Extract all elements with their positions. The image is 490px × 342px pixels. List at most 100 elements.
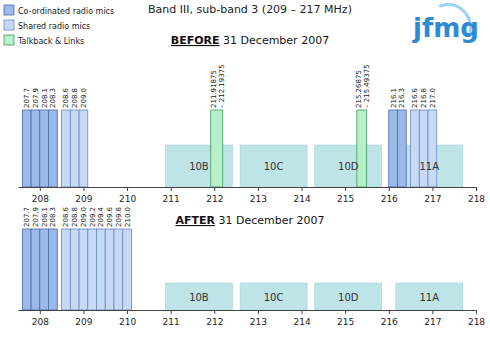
tick-mark: [214, 310, 215, 314]
mic-label: 216.6: [411, 87, 419, 108]
tick: 208: [32, 187, 49, 204]
mic-bar: [40, 110, 49, 187]
mic-bar: [397, 110, 406, 187]
tick: 216: [381, 187, 398, 204]
legend-label: Co-ordinated radio mics: [18, 7, 114, 16]
tick-label: 211: [163, 194, 180, 204]
mic-bar: [79, 110, 88, 187]
mic-bar: [105, 229, 114, 310]
labels: 10B10C10D11A207.7207.9208.1208.3216.1216…: [23, 64, 439, 172]
channel-block: [396, 283, 463, 310]
mic-bar: [31, 110, 40, 187]
tick-label: 215: [337, 194, 354, 204]
tick-mark: [127, 187, 128, 191]
tick: 215: [337, 310, 354, 327]
panel: AFTER 31 December 200710B10C10D11A207.72…: [19, 206, 486, 327]
tick-mark: [432, 310, 433, 314]
tick-label: 217: [424, 194, 441, 204]
mic-bar: [428, 110, 437, 187]
tick: 213: [250, 187, 267, 204]
mic-bar: [114, 229, 123, 310]
tick-label: 216: [381, 317, 398, 327]
channel-label: 11A: [419, 292, 439, 303]
chart-root: Band III, sub-band 3 (209 – 217 MHz) jfmg…: [0, 0, 490, 342]
tick-mark: [40, 187, 41, 191]
mic-label: 208.6: [62, 206, 70, 227]
mic-bar: [88, 229, 97, 310]
tick-mark: [389, 187, 390, 191]
tick-label: 215: [337, 317, 354, 327]
legend-label: Shared radio mics: [18, 22, 90, 31]
mic-bar: [49, 110, 58, 187]
mic-label: 217.0: [429, 88, 437, 108]
tick-label: 216: [381, 194, 398, 204]
mic-bar: [97, 229, 106, 310]
tick: 214: [293, 310, 310, 327]
tick-mark: [476, 310, 477, 314]
tick-mark: [389, 310, 390, 314]
tick-label: 212: [206, 317, 223, 327]
tick: 208: [32, 310, 49, 327]
mic-bar: [31, 229, 40, 310]
tick: 216: [381, 310, 398, 327]
tick-label: 213: [250, 194, 267, 204]
tick-label: 209: [75, 317, 92, 327]
tick-mark: [127, 310, 128, 314]
channel-block: [240, 145, 307, 187]
mic-label: 209.8: [115, 207, 123, 227]
mic-label: 216.3: [398, 88, 406, 108]
tick-mark: [476, 187, 477, 191]
tick: 210: [119, 310, 136, 327]
tick: 212: [206, 310, 223, 327]
legend-label: Talkback & Links: [17, 37, 84, 46]
tick: 210: [119, 187, 136, 204]
tick-label: 218: [468, 194, 485, 204]
tick-label: 210: [119, 317, 136, 327]
tick: 218: [468, 310, 485, 327]
channel-label: 10B: [189, 292, 209, 303]
mic-bar: [22, 110, 31, 187]
tick-mark: [83, 187, 84, 191]
channel-label: 11A: [419, 161, 439, 172]
mic-label: 209.6: [106, 206, 114, 227]
channel-label: 10C: [264, 292, 284, 303]
mic-label: 209.0: [80, 88, 88, 108]
mic-label: 209.4: [97, 206, 105, 227]
mic-bar: [62, 229, 71, 310]
channel-label: 10B: [189, 161, 209, 172]
tick-label: 217: [424, 317, 441, 327]
labels: 10B10C10D11A207.7207.9208.1208.3208.6208…: [23, 206, 439, 302]
tick-label: 218: [468, 317, 485, 327]
talkback-label: 215.26875– 215.49375: [355, 64, 371, 108]
x-axis: 208209210211212213214215216217218: [19, 310, 486, 327]
channel-label: 10C: [264, 161, 284, 172]
tick-mark: [258, 187, 259, 191]
channel-block: [240, 283, 307, 310]
title: Band III, sub-band 3 (209 – 217 MHz): [148, 3, 352, 16]
logo: jfmg: [412, 13, 479, 43]
mic-label: 208.1: [41, 88, 49, 108]
mic-bar: [70, 229, 79, 310]
channel-block: [315, 283, 382, 310]
mic-label: 207.9: [32, 88, 40, 108]
tick: 211: [163, 187, 180, 204]
tick-label: 208: [32, 317, 49, 327]
legend-swatch: [4, 5, 14, 15]
tick-mark: [345, 310, 346, 314]
tick-label: 214: [293, 194, 310, 204]
mic-label: 216.1: [390, 88, 398, 108]
mic-label: 216.8: [420, 88, 428, 108]
channel-block: [315, 145, 382, 187]
mic-label: 208.3: [49, 207, 57, 227]
talkback-label: 211.91875– 212.19375: [210, 64, 226, 108]
mic-label: 207.7: [23, 88, 31, 108]
tick: 217: [424, 310, 441, 327]
tick-mark: [302, 310, 303, 314]
mic-bar: [389, 110, 398, 187]
channel-label: 10D: [338, 161, 359, 172]
mic-label: 208.1: [41, 207, 49, 227]
plot-area: [22, 229, 462, 310]
mic-label: 208.8: [71, 88, 79, 108]
mic-label: 208.3: [49, 88, 57, 108]
mic-label: 207.7: [23, 207, 31, 227]
